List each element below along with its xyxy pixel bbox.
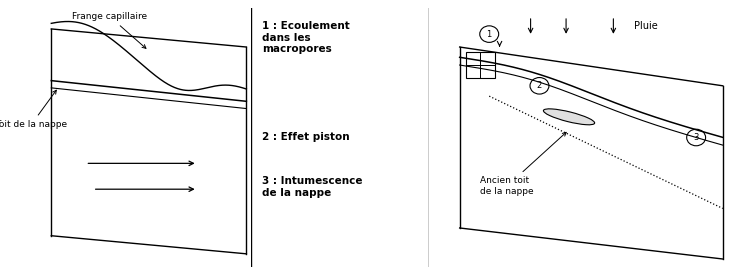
Text: 2 : Effet piston: 2 : Effet piston bbox=[262, 132, 350, 142]
Text: 3 : Intumescence
de la nappe: 3 : Intumescence de la nappe bbox=[262, 176, 362, 198]
Text: 1 : Ecoulement
dans les
macropores: 1 : Ecoulement dans les macropores bbox=[262, 21, 350, 54]
Text: 3: 3 bbox=[693, 133, 699, 142]
Bar bbox=[466, 52, 495, 78]
Text: Frange capillaire: Frange capillaire bbox=[72, 12, 147, 48]
Text: 1: 1 bbox=[486, 30, 492, 38]
Text: Ancien toit
de la nappe: Ancien toit de la nappe bbox=[480, 132, 566, 196]
Text: 2: 2 bbox=[537, 81, 542, 90]
Text: Pluie: Pluie bbox=[634, 21, 658, 31]
Circle shape bbox=[480, 26, 499, 42]
Ellipse shape bbox=[543, 109, 595, 125]
Text: Toit de la nappe: Toit de la nappe bbox=[0, 90, 67, 129]
Circle shape bbox=[687, 129, 706, 146]
Circle shape bbox=[530, 78, 549, 94]
